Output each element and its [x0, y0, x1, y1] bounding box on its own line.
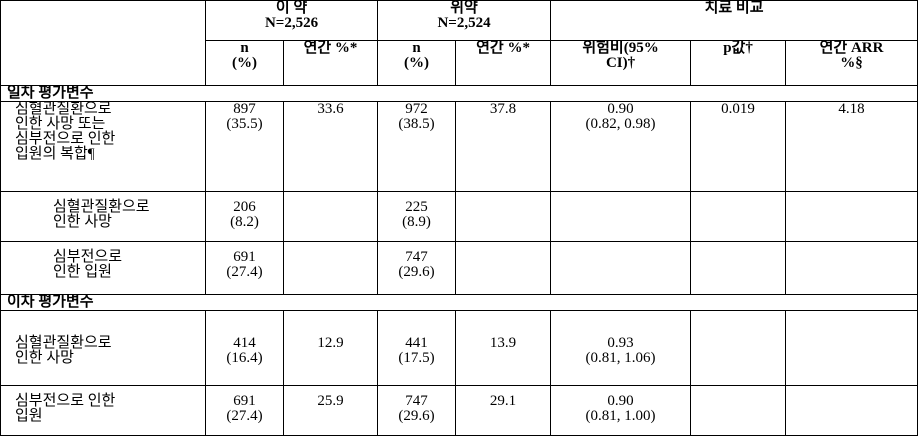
data-cell — [785, 310, 918, 386]
data-cell: 747 (29.6) — [377, 241, 457, 295]
header-cell: 위험비(95% CI)† — [550, 40, 692, 86]
data-cell — [282, 191, 379, 242]
data-cell — [690, 310, 787, 386]
header-cell: 위약 N=2,524 — [377, 0, 552, 41]
header-cell: 연간 %* — [455, 40, 552, 86]
data-cell — [785, 385, 918, 436]
table-row: n (%) 연간 %* n (%) 연간 %* 위험비(95% CI)† p값† 연간 AR… — [1, 40, 918, 86]
data-cell: 13.9 — [455, 310, 552, 386]
data-cell — [690, 191, 787, 242]
row-label: 심혈관질환으로 인한 사망 — [0, 310, 206, 386]
row-label: 심혈관질환으로 인한 사망 — [0, 191, 206, 242]
table-row: 이 약 N=2,526 위약 N=2,524 치료 비교 — [0, 0, 918, 86]
table-row: 심혈관질환으로 인한 사망 414 (16.4) 12.9 441 (17.5) 13.… — [0, 310, 918, 386]
section-title: 이차 평가변수 — [0, 294, 918, 311]
data-cell: 206 (8.2) — [205, 191, 284, 242]
header-cell: 이 약 N=2,526 — [204, 0, 379, 41]
row-label: 심혈관질환으로 인한 사망 또는 심부전으로 인한 입원의 복합¶ — [0, 101, 206, 192]
data-cell: 441 (17.5) — [377, 310, 457, 386]
data-cell: 691 (27.4) — [205, 241, 284, 295]
data-cell — [690, 385, 787, 436]
data-cell: 29.1 — [455, 385, 552, 436]
header-cell: p값† — [690, 40, 787, 86]
data-cell — [455, 241, 552, 295]
data-cell: 4.18 — [785, 101, 918, 192]
data-cell: 897 (35.5) — [205, 101, 284, 192]
data-cell: 747 (29.6) — [377, 385, 457, 436]
header-cell — [0, 0, 206, 86]
data-cell: 0.019 — [690, 101, 787, 192]
data-cell: 33.6 — [282, 101, 379, 192]
table-row: 심혈관질환으로 인한 사망 또는 심부전으로 인한 입원의 복합¶ 897 (35… — [0, 101, 918, 192]
row-label: 심부전으로 인한 입원 — [0, 385, 206, 436]
header-cell: 연간 %* — [282, 40, 379, 86]
data-cell — [282, 241, 379, 295]
section-title: 일차 평가변수 — [0, 85, 918, 102]
data-cell: 37.8 — [455, 101, 552, 192]
data-cell — [785, 241, 918, 295]
data-cell: 0.90 (0.82, 0.98) — [550, 101, 692, 192]
data-cell — [550, 191, 692, 242]
data-cell: 0.90 (0.81, 1.00) — [550, 385, 692, 436]
data-cell: 225 (8.9) — [377, 191, 457, 242]
table-row: 심부전으로 인한 입원 691 (27.4) 25.9 747 (29.6) 29.1 0… — [0, 385, 918, 436]
data-cell: 12.9 — [282, 310, 379, 386]
header-cell: n (%) — [377, 40, 457, 86]
header-cell: 치료 비교 — [550, 0, 918, 41]
table-row: 일차 평가변수 — [0, 85, 918, 102]
data-cell: 972 (38.5) — [377, 101, 457, 192]
data-cell — [785, 191, 918, 242]
data-cell — [550, 241, 692, 295]
table-row: 심혈관질환으로 인한 사망 206 (8.2) 225 (8.9) — [0, 191, 918, 242]
table-row: 이차 평가변수 — [0, 294, 918, 311]
table-row: 심부전으로 인한 입원 691 (27.4) 747 (29.6) — [0, 241, 918, 295]
data-cell: 691 (27.4) — [205, 385, 284, 436]
row-label: 심부전으로 인한 입원 — [0, 241, 206, 295]
data-cell — [455, 191, 552, 242]
header-cell: n (%) — [205, 40, 284, 86]
data-cell — [690, 241, 787, 295]
data-cell: 25.9 — [282, 385, 379, 436]
data-cell: 414 (16.4) — [205, 310, 284, 386]
header-cell: 연간 ARR %§ — [785, 40, 918, 86]
data-cell: 0.93 (0.81, 1.06) — [550, 310, 692, 386]
